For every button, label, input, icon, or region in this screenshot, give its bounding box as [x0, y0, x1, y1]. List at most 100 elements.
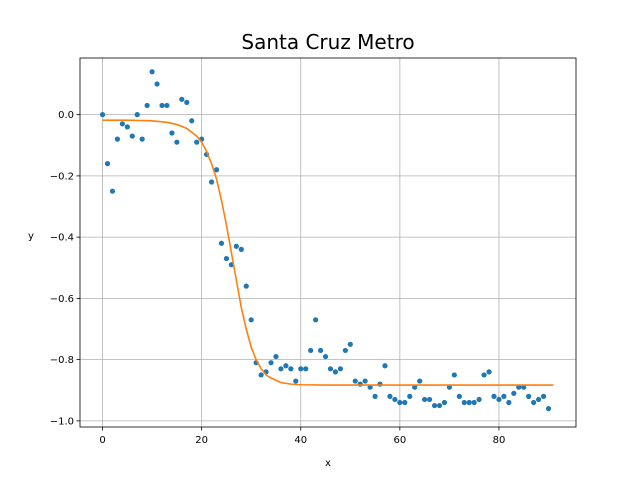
data-point: [387, 393, 393, 399]
data-point: [466, 399, 472, 406]
x-tick-label: 0: [99, 435, 105, 446]
data-point: [317, 347, 324, 354]
data-point: [149, 69, 155, 75]
data-point: [526, 393, 532, 399]
data-point: [154, 81, 160, 87]
data-point: [501, 393, 507, 399]
data-point: [327, 366, 334, 372]
x-tick-label: 20: [195, 435, 208, 446]
x-tick-label: 80: [493, 435, 506, 446]
data-point: [313, 317, 319, 323]
data-point: [303, 366, 309, 372]
y-tick-label: −0.8: [50, 355, 74, 366]
data-point: [213, 167, 220, 173]
data-point: [278, 366, 284, 372]
y-tick-label: −0.4: [50, 233, 74, 244]
data-point: [352, 378, 358, 384]
data-point: [486, 369, 492, 375]
chart-title: Santa Cruz Metro: [241, 30, 414, 54]
x-tick-label: 40: [294, 435, 307, 446]
data-point: [189, 118, 195, 124]
data-point: [446, 384, 452, 390]
data-point: [99, 112, 106, 118]
data-point: [496, 396, 502, 403]
data-point: [407, 393, 413, 399]
data-point: [174, 139, 180, 145]
data-point: [159, 102, 165, 109]
data-point: [164, 102, 170, 109]
data-point: [258, 372, 264, 378]
data-point: [506, 399, 512, 406]
data-point: [134, 112, 140, 118]
data-point: [184, 99, 190, 105]
data-point: [545, 406, 552, 412]
data-point: [372, 393, 378, 399]
data-point: [441, 399, 448, 406]
data-point: [104, 161, 111, 167]
data-point: [114, 136, 121, 142]
data-point: [308, 347, 314, 354]
data-point: [426, 396, 433, 403]
data-point: [422, 396, 428, 403]
data-point: [337, 366, 343, 372]
data-point: [476, 396, 482, 403]
data-point: [293, 378, 299, 384]
y-axis-label: y: [28, 231, 34, 242]
data-point: [179, 96, 185, 102]
data-point: [288, 366, 294, 372]
data-point: [238, 246, 244, 252]
fit-line: [102, 119, 554, 386]
data-point: [471, 399, 477, 406]
data-point: [535, 396, 542, 403]
data-point: [124, 124, 130, 130]
y-tick-label: −0.6: [50, 294, 74, 305]
data-point: [377, 381, 383, 387]
data-point: [248, 317, 254, 323]
data-point: [511, 390, 517, 396]
data-point: [357, 381, 363, 387]
data-point: [521, 384, 527, 390]
data-point: [273, 353, 279, 360]
data-point: [540, 393, 547, 399]
y-tick-label: 0.0: [58, 110, 74, 121]
data-point: [223, 255, 230, 262]
data-point: [268, 360, 274, 366]
x-tick-label: 60: [393, 435, 406, 446]
plot-frame: [79, 57, 577, 428]
data-point: [243, 283, 249, 289]
data-point: [347, 341, 353, 347]
data-point: [436, 402, 443, 409]
data-point: [461, 399, 467, 406]
data-point: [119, 121, 125, 127]
data-point: [298, 366, 304, 372]
x-axis-label: x: [325, 458, 331, 469]
data-point: [397, 399, 403, 406]
y-tick-label: −1.0: [50, 416, 74, 427]
data-point: [342, 347, 348, 354]
data-point: [456, 393, 462, 399]
data-point: [402, 399, 408, 406]
data-point: [362, 378, 368, 384]
data-point: [431, 402, 438, 409]
data-point: [283, 363, 289, 369]
data-point: [139, 136, 145, 142]
data-point: [233, 243, 239, 249]
data-point: [208, 179, 215, 185]
data-point: [451, 372, 457, 378]
data-point: [218, 240, 225, 246]
data-point: [392, 396, 398, 403]
data-point: [382, 363, 388, 369]
data-point: [169, 130, 175, 136]
data-point: [194, 139, 200, 145]
data-point: [332, 369, 339, 375]
data-point: [322, 353, 329, 360]
data-point: [367, 384, 373, 390]
plot-area: 0 20 40 60 80 0.0 −0.2 −0.4 −0.6 −0.8 −1.0: [50, 57, 577, 446]
data-point: [144, 102, 150, 109]
data-point: [109, 188, 116, 194]
y-tick-label: −0.2: [50, 171, 74, 182]
data-point: [129, 133, 135, 139]
data-point: [417, 378, 423, 384]
